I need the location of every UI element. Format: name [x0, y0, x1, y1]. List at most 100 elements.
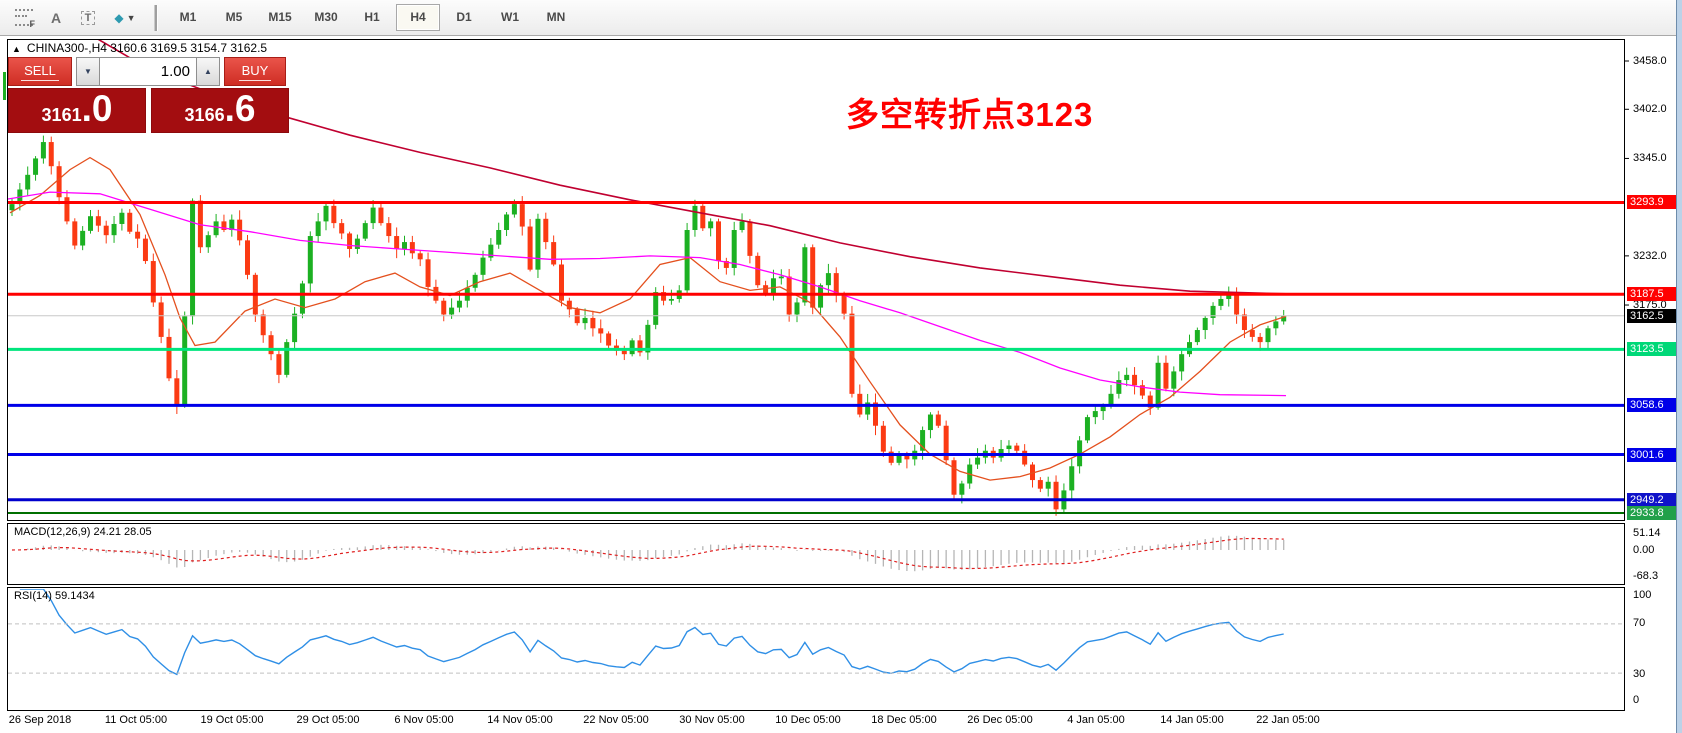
- text-label-tool-icon[interactable]: T: [72, 5, 104, 31]
- shapes-tool-dropdown[interactable]: ◆ ▼: [104, 5, 146, 31]
- collapse-triangle-icon[interactable]: ▲: [12, 44, 21, 54]
- candle-body: [1218, 298, 1224, 306]
- bid-price-main: 3161: [41, 105, 82, 125]
- candle-body: [551, 242, 557, 265]
- rsi-indicator-label: RSI(14) 59.1434: [14, 590, 95, 602]
- candle-body: [1030, 464, 1035, 481]
- candle-body: [1273, 321, 1279, 329]
- candle-body: [394, 236, 400, 249]
- toolbar-separator: [154, 4, 158, 31]
- time-axis-label: 6 Nov 05:00: [394, 714, 454, 726]
- fibonacci-tool-icon[interactable]: F: [8, 5, 40, 31]
- candle-body: [150, 261, 156, 303]
- candle-body: [299, 283, 305, 314]
- time-axis-label: 14 Jan 05:00: [1160, 714, 1224, 726]
- candle-body: [668, 298, 674, 301]
- volume-input[interactable]: [100, 57, 196, 86]
- candle-body: [904, 454, 910, 460]
- ask-price-box[interactable]: 3166.6: [151, 88, 289, 133]
- candle-body: [653, 292, 659, 325]
- chart-title: ▲ CHINA300-,H4 3160.6 3169.5 3154.7 3162.…: [12, 41, 267, 55]
- tab-timeframe-M30[interactable]: M30: [314, 10, 338, 24]
- candle-body: [268, 335, 274, 355]
- candle-body: [810, 247, 816, 308]
- shape-diamond-icon: ◆: [114, 10, 124, 25]
- chart-title-text: CHINA300-,H4 3160.6 3169.5 3154.7 3162.5: [26, 41, 268, 55]
- candle-body: [935, 414, 941, 426]
- candle-body: [64, 197, 70, 222]
- time-axis-label: 19 Oct 05:00: [200, 714, 264, 726]
- candle-body: [409, 242, 415, 254]
- candle-body: [111, 223, 117, 236]
- time-axis-label: 22 Nov 05:00: [583, 714, 649, 726]
- trade-panel-price-row: 3161.0 3166.6: [8, 88, 290, 133]
- tab-timeframe-M1[interactable]: M1: [179, 10, 197, 24]
- candle-body: [1226, 293, 1232, 299]
- candle-body: [472, 274, 478, 288]
- text-tool-icon[interactable]: A: [50, 9, 62, 26]
- tab-timeframe-M15[interactable]: M15: [268, 10, 292, 24]
- candle-body: [951, 460, 957, 495]
- candle-body: [716, 221, 721, 262]
- candle-body: [959, 483, 965, 495]
- tab-timeframe-M5[interactable]: M5: [225, 10, 243, 24]
- candle-body: [825, 273, 831, 286]
- candle-body: [103, 225, 109, 236]
- candle-body: [943, 425, 949, 461]
- rsi-line: [19, 589, 1284, 676]
- candle-body: [865, 402, 871, 415]
- price-badge-2949.2: 2949.2: [1627, 492, 1676, 507]
- candle-body: [229, 219, 235, 231]
- candle-body: [496, 230, 502, 245]
- candle-body: [339, 223, 345, 234]
- candle-body: [802, 247, 808, 303]
- candle-body: [1139, 385, 1145, 396]
- tab-timeframe-H4[interactable]: H4: [396, 4, 440, 31]
- price-badge-3123.5: 3123.5: [1627, 342, 1676, 357]
- candle-body: [245, 240, 250, 275]
- bid-price-box[interactable]: 3161.0: [8, 88, 146, 133]
- fast-ma-line: [9, 156, 1287, 481]
- dropdown-caret-icon: ▼: [126, 12, 136, 23]
- candle-body: [1069, 466, 1075, 491]
- rsi-scale-label: 100: [1633, 589, 1652, 601]
- candle-body: [276, 354, 282, 375]
- candle-body: [1092, 411, 1098, 418]
- candle-body: [637, 340, 643, 353]
- candle-body: [88, 216, 93, 231]
- sell-button[interactable]: SELL: [8, 57, 72, 86]
- tab-timeframe-W1[interactable]: W1: [501, 10, 519, 24]
- candle-body: [9, 204, 15, 211]
- candle-body: [1147, 395, 1153, 408]
- rsi-scale-label: 0: [1633, 694, 1640, 706]
- candle-body: [818, 285, 824, 308]
- candle-body: [354, 238, 360, 249]
- candle-body: [135, 231, 141, 239]
- volume-increase-button[interactable]: ▲: [196, 57, 220, 86]
- candle-body: [708, 221, 714, 229]
- candle-body: [1108, 393, 1114, 406]
- candle-body: [182, 316, 188, 406]
- tab-timeframe-MN[interactable]: MN: [546, 10, 566, 24]
- buy-button[interactable]: BUY: [224, 57, 286, 86]
- candle-body: [755, 255, 761, 286]
- timeframe-group: M1 M5 M15 M30 H1 H4 D1 W1 MN: [166, 4, 578, 31]
- price-tick-label: 3232.0: [1633, 249, 1667, 262]
- candle-body: [747, 221, 753, 256]
- candle-body: [519, 204, 525, 227]
- tab-timeframe-H1[interactable]: H1: [364, 10, 380, 24]
- main-panel-border: [7, 39, 1625, 521]
- candle-body: [1116, 380, 1122, 394]
- tab-timeframe-D1[interactable]: D1: [456, 10, 472, 24]
- volume-decrease-button[interactable]: ▼: [76, 57, 100, 86]
- candle-body: [25, 174, 31, 190]
- candle-body: [166, 336, 172, 379]
- candle-body: [56, 166, 62, 198]
- candle-body: [504, 214, 510, 231]
- candle-body: [80, 230, 86, 246]
- price-badge-3293.9: 3293.9: [1627, 195, 1676, 210]
- medium-ma-line: [8, 191, 1287, 397]
- time-axis-label: 4 Jan 05:00: [1067, 714, 1125, 726]
